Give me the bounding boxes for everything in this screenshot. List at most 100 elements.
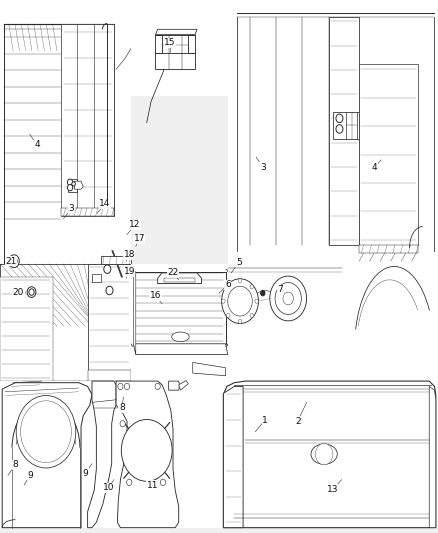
Polygon shape xyxy=(131,0,228,96)
Circle shape xyxy=(21,401,71,463)
Circle shape xyxy=(67,184,73,191)
Polygon shape xyxy=(158,273,201,284)
Polygon shape xyxy=(359,245,418,253)
Ellipse shape xyxy=(172,332,189,342)
Circle shape xyxy=(261,290,265,296)
Circle shape xyxy=(283,292,293,305)
Text: 16: 16 xyxy=(150,292,161,300)
Polygon shape xyxy=(155,53,195,69)
Text: 14: 14 xyxy=(99,199,111,208)
Circle shape xyxy=(222,299,225,303)
Ellipse shape xyxy=(311,444,337,464)
Text: 5: 5 xyxy=(236,258,242,266)
Text: 4: 4 xyxy=(372,163,377,172)
Circle shape xyxy=(27,287,36,297)
Polygon shape xyxy=(74,181,83,189)
Polygon shape xyxy=(112,251,123,277)
Text: 4: 4 xyxy=(35,141,40,149)
Polygon shape xyxy=(0,277,53,381)
Polygon shape xyxy=(88,370,131,381)
Circle shape xyxy=(124,383,130,390)
Text: 3: 3 xyxy=(260,163,266,172)
Polygon shape xyxy=(179,381,188,390)
Text: 10: 10 xyxy=(103,483,114,492)
Text: 2: 2 xyxy=(295,417,300,425)
Polygon shape xyxy=(116,381,179,528)
Circle shape xyxy=(104,265,111,273)
Polygon shape xyxy=(0,264,131,381)
Polygon shape xyxy=(134,272,226,344)
Polygon shape xyxy=(169,381,180,390)
Circle shape xyxy=(121,419,172,481)
Polygon shape xyxy=(134,344,228,354)
Polygon shape xyxy=(164,278,195,282)
Polygon shape xyxy=(223,381,436,528)
Text: 6: 6 xyxy=(225,280,231,289)
Circle shape xyxy=(336,125,343,133)
Circle shape xyxy=(11,257,17,265)
Text: 9: 9 xyxy=(27,471,33,480)
Polygon shape xyxy=(61,24,114,216)
Polygon shape xyxy=(2,383,92,528)
Circle shape xyxy=(238,279,242,283)
Circle shape xyxy=(118,383,123,390)
Polygon shape xyxy=(219,381,438,528)
Polygon shape xyxy=(359,64,418,245)
Polygon shape xyxy=(61,208,114,216)
Text: 18: 18 xyxy=(124,251,135,259)
Polygon shape xyxy=(228,0,438,264)
Circle shape xyxy=(16,395,76,468)
Text: 22: 22 xyxy=(167,269,179,277)
Polygon shape xyxy=(92,274,101,282)
Circle shape xyxy=(255,299,258,303)
Circle shape xyxy=(336,114,343,123)
Text: 11: 11 xyxy=(147,481,158,489)
Circle shape xyxy=(222,279,258,324)
Circle shape xyxy=(9,255,19,268)
Polygon shape xyxy=(188,35,195,53)
Text: 21: 21 xyxy=(5,257,17,265)
Circle shape xyxy=(270,276,307,321)
Polygon shape xyxy=(346,112,357,139)
Circle shape xyxy=(155,383,160,390)
Circle shape xyxy=(250,313,254,318)
Circle shape xyxy=(120,421,125,427)
Polygon shape xyxy=(155,29,197,35)
Polygon shape xyxy=(223,386,243,528)
Polygon shape xyxy=(134,272,136,354)
Polygon shape xyxy=(88,264,131,381)
Polygon shape xyxy=(333,112,359,139)
Circle shape xyxy=(29,289,34,295)
Polygon shape xyxy=(131,264,228,381)
Text: 9: 9 xyxy=(82,469,88,478)
Circle shape xyxy=(238,319,242,324)
Polygon shape xyxy=(68,179,77,192)
Circle shape xyxy=(127,479,132,486)
Polygon shape xyxy=(193,362,226,376)
Text: 8: 8 xyxy=(12,461,18,469)
Circle shape xyxy=(275,282,301,314)
Circle shape xyxy=(67,179,73,185)
Polygon shape xyxy=(0,381,219,528)
Circle shape xyxy=(226,285,230,289)
Circle shape xyxy=(72,182,75,186)
Text: 20: 20 xyxy=(13,288,24,296)
Polygon shape xyxy=(429,386,436,528)
Polygon shape xyxy=(228,264,438,381)
Text: 19: 19 xyxy=(124,268,135,276)
Text: 12: 12 xyxy=(129,221,141,229)
Circle shape xyxy=(106,286,113,295)
Polygon shape xyxy=(88,381,116,528)
Text: 8: 8 xyxy=(119,403,125,412)
Text: 3: 3 xyxy=(68,205,74,213)
Polygon shape xyxy=(155,35,162,53)
Polygon shape xyxy=(101,256,131,264)
Text: 1: 1 xyxy=(262,416,268,424)
Circle shape xyxy=(315,443,333,465)
Circle shape xyxy=(228,286,252,316)
Circle shape xyxy=(226,313,230,318)
Text: 7: 7 xyxy=(277,286,283,294)
Text: 13: 13 xyxy=(327,485,339,494)
Text: 15: 15 xyxy=(164,38,176,47)
Polygon shape xyxy=(0,0,131,264)
